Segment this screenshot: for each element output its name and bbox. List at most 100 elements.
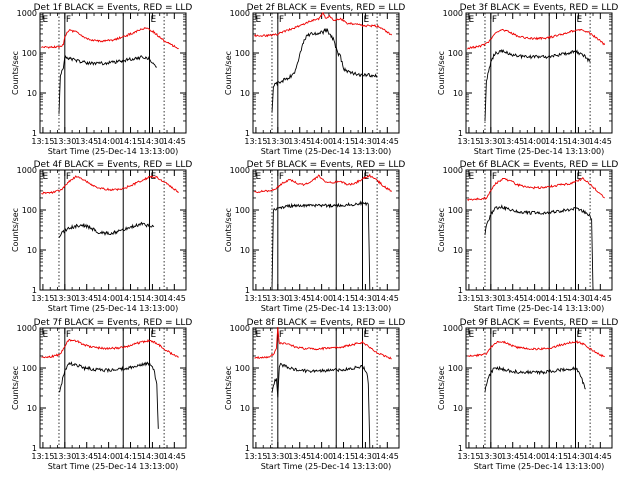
- plot-frame: [252, 169, 400, 291]
- lld-series-line: [467, 176, 605, 202]
- x-axis-label: Start Time (25-Dec-14 13:13:00): [261, 147, 392, 156]
- plot-frame: [39, 327, 187, 449]
- chart-title: Det 6f BLACK = Events, RED = LLD: [460, 160, 619, 170]
- x-tick-label: 14:00: [97, 294, 120, 303]
- y-tick-label: 1: [458, 286, 463, 295]
- x-tick-label: 14:15: [119, 452, 142, 461]
- y-tick-label: 100: [448, 49, 463, 58]
- x-tick-label: 14:00: [523, 294, 546, 303]
- events-series-line: [58, 360, 159, 429]
- x-tick-label: 13:15: [457, 452, 480, 461]
- plot-frame: [465, 12, 613, 134]
- x-tick-label: 13:30: [266, 294, 289, 303]
- events-series-line: [271, 200, 371, 291]
- y-tick-label: 1: [458, 129, 463, 138]
- y-tick-label: 10: [27, 246, 37, 255]
- y-tick-label: 1: [32, 444, 37, 453]
- x-tick-label: 14:45: [376, 452, 399, 461]
- chart-title: Det 8f BLACK = Events, RED = LLD: [247, 318, 406, 328]
- events-series-line: [484, 365, 586, 393]
- y-tick-label: 1: [32, 286, 37, 295]
- x-axis-label: Start Time (25-Dec-14 13:13:00): [474, 462, 605, 471]
- f-flag-label: F: [492, 172, 497, 182]
- e-flag-label: E: [577, 172, 583, 182]
- chart-panel-2: Det 2f BLACK = Events, RED = LLD 1 10 100 10…: [224, 3, 405, 156]
- y-tick-label: 10: [240, 404, 250, 413]
- chart-panel-1: Det 1f BLACK = Events, RED = LLD 1 10 100 10…: [11, 3, 192, 156]
- f-flag-label: F: [66, 15, 71, 25]
- y-tick-label: 1: [245, 129, 250, 138]
- x-tick-label: 14:15: [119, 137, 142, 146]
- x-tick-label: 13:15: [457, 294, 480, 303]
- x-tick-label: 13:45: [501, 294, 524, 303]
- y-axis-label: Counts/sec: [437, 208, 446, 252]
- lld-series-line: [254, 173, 392, 194]
- y-tick-label: 10: [453, 246, 463, 255]
- y-axis-label: Counts/sec: [11, 51, 20, 95]
- e-flag-label: E: [151, 330, 157, 340]
- y-tick-label: 100: [22, 206, 37, 215]
- x-tick-label: 14:15: [332, 294, 355, 303]
- x-tick-label: 13:15: [244, 294, 267, 303]
- chart-title: Det 9f BLACK = Events, RED = LLD: [460, 318, 619, 328]
- lld-series-line: [467, 339, 605, 358]
- x-tick-label: 14:15: [545, 452, 568, 461]
- lld-series-line: [41, 175, 179, 195]
- e-flag-label: E: [577, 330, 583, 340]
- x-tick-label: 14:00: [523, 137, 546, 146]
- x-tick-label: 13:45: [75, 452, 98, 461]
- x-tick-label: 13:45: [501, 137, 524, 146]
- e-flag-label: E: [42, 330, 48, 340]
- y-tick-label: 100: [448, 364, 463, 373]
- plot-frame: [465, 169, 613, 291]
- lld-series-line: [254, 12, 393, 38]
- x-tick-label: 14:00: [310, 294, 333, 303]
- x-tick-label: 13:15: [31, 137, 54, 146]
- chart-panel-9: Det 9f BLACK = Events, RED = LLD 1 10 100 10…: [437, 318, 618, 471]
- x-tick-label: 14:00: [310, 452, 333, 461]
- y-tick-label: 100: [235, 364, 250, 373]
- x-tick-label: 14:45: [163, 452, 186, 461]
- y-tick-label: 1000: [230, 166, 250, 175]
- x-tick-label: 13:15: [457, 137, 480, 146]
- x-axis-label: Start Time (25-Dec-14 13:13:00): [474, 147, 605, 156]
- f-flag-label: F: [66, 330, 71, 340]
- x-axis-label: Start Time (25-Dec-14 13:13:00): [48, 304, 179, 313]
- plot-frame: [465, 327, 613, 449]
- x-tick-label: 13:30: [266, 137, 289, 146]
- x-axis-label: Start Time (25-Dec-14 13:13:00): [48, 462, 179, 471]
- e-flag-label: E: [468, 172, 474, 182]
- x-tick-label: 14:15: [545, 137, 568, 146]
- x-tick-label: 14:15: [119, 294, 142, 303]
- y-tick-label: 1000: [443, 9, 463, 18]
- e-flag-label: E: [364, 330, 370, 340]
- x-tick-label: 14:45: [376, 294, 399, 303]
- e-flag-label: E: [577, 15, 583, 25]
- x-tick-label: 14:45: [163, 137, 186, 146]
- x-tick-label: 14:30: [141, 294, 164, 303]
- chart-panel-8: Det 8f BLACK = Events, RED = LLD 1 10 100 10…: [224, 318, 405, 471]
- lld-series-line: [467, 28, 606, 50]
- x-tick-label: 14:45: [163, 294, 186, 303]
- y-tick-label: 1000: [443, 324, 463, 333]
- chart-title: Det 3f BLACK = Events, RED = LLD: [460, 3, 619, 13]
- y-tick-label: 1000: [17, 9, 37, 18]
- x-tick-label: 14:15: [545, 294, 568, 303]
- x-tick-label: 13:30: [479, 452, 502, 461]
- x-tick-label: 14:30: [354, 137, 377, 146]
- y-tick-label: 10: [453, 404, 463, 413]
- y-tick-label: 10: [240, 246, 250, 255]
- x-tick-label: 13:30: [53, 452, 76, 461]
- y-tick-label: 1000: [17, 324, 37, 333]
- y-tick-label: 1: [245, 286, 250, 295]
- x-tick-label: 13:15: [244, 452, 267, 461]
- y-tick-label: 100: [448, 206, 463, 215]
- y-tick-label: 1: [458, 444, 463, 453]
- e-flag-label: E: [364, 15, 370, 25]
- x-tick-label: 13:30: [479, 137, 502, 146]
- y-axis-label: Counts/sec: [437, 51, 446, 95]
- chart-panel-4: Det 4f BLACK = Events, RED = LLD 1 10 100 10…: [11, 160, 192, 313]
- events-series-line: [58, 55, 157, 114]
- e-flag-label: E: [255, 172, 261, 182]
